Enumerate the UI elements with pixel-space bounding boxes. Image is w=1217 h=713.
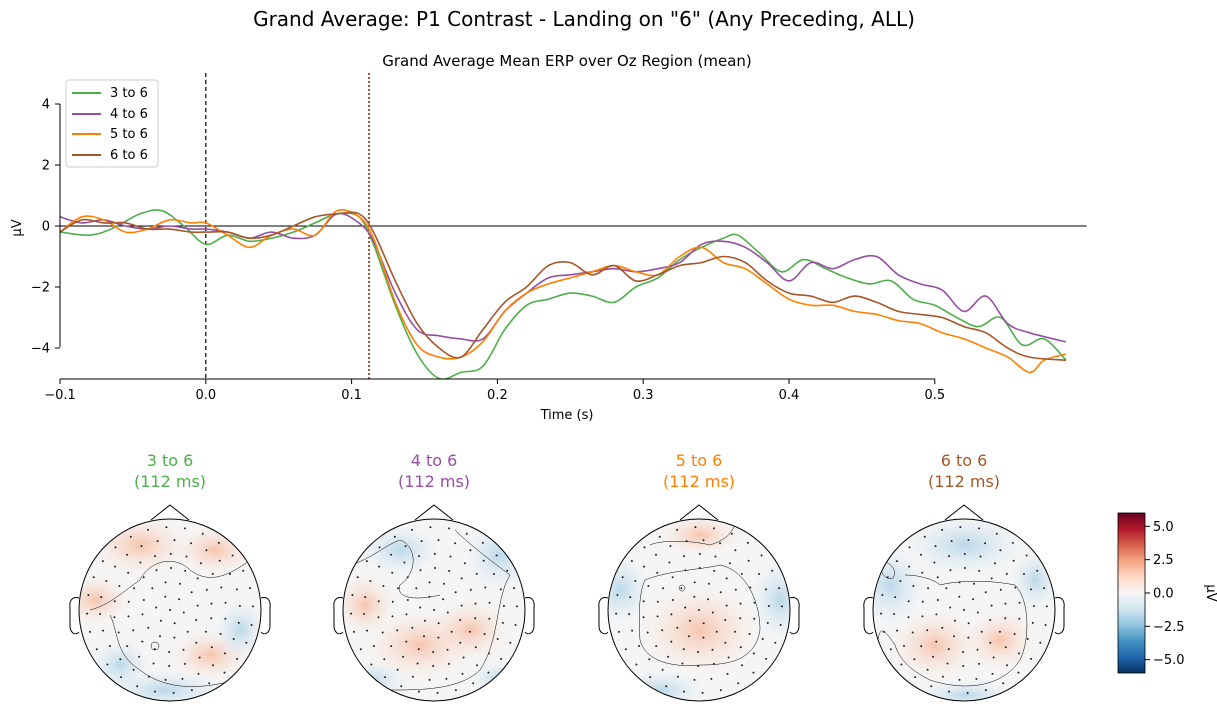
topomap-field [343, 519, 525, 701]
head-nose [150, 504, 190, 521]
x-tick-label: 0.2 [487, 388, 508, 403]
colorbar: 5.0 2.5 0.0 −2.5 −5.0 µV [1117, 512, 1217, 674]
y-tick-label: 4 [42, 98, 50, 113]
head-ear [598, 597, 609, 635]
legend-item: 4 to 6 [72, 107, 148, 122]
x-tick-labels: −0.1 0.0 0.1 0.2 0.3 0.4 0.5 [44, 379, 945, 403]
head-nose [679, 504, 719, 521]
head-outline [607, 518, 791, 702]
legend-label: 4 to 6 [110, 107, 148, 122]
x-tick-label: 0.0 [195, 388, 216, 403]
figure-title: Grand Average: P1 Contrast - Landing on … [253, 7, 915, 31]
head-ear [260, 597, 271, 635]
colorbar-label: µV [1203, 584, 1217, 601]
topomap-title: 3 to 6 [147, 451, 194, 470]
x-axis-label: Time (s) [540, 408, 594, 423]
head-ear [1054, 597, 1065, 635]
colorbar-tick-label: −5.0 [1153, 653, 1185, 668]
head-outline [78, 518, 262, 702]
y-tick-label: 2 [42, 159, 50, 174]
legend-item: 6 to 6 [72, 148, 148, 163]
sensor-dots [350, 526, 518, 694]
y-axis-label: µV [10, 219, 25, 236]
y-tick-label: −4 [31, 342, 50, 357]
topomap-head [69, 504, 271, 702]
chart-reference-lines [60, 73, 1087, 379]
head-ear [69, 597, 80, 635]
x-tick-label: 0.3 [633, 388, 654, 403]
head-ear [333, 597, 344, 635]
y-tick-label: 0 [42, 220, 50, 235]
topomap-title: 6 to 6 [941, 451, 988, 470]
sensor-dots [880, 526, 1048, 694]
chart-title: Grand Average Mean ERP over Oz Region (m… [382, 52, 752, 70]
legend-item: 3 to 6 [72, 86, 148, 101]
topomap-title: 4 to 6 [411, 451, 458, 470]
series-group [60, 208, 1067, 379]
x-tick-label: 0.5 [924, 388, 945, 403]
head-outline [872, 518, 1056, 702]
x-tick-label: 0.4 [779, 388, 800, 403]
topomap-head [598, 504, 800, 702]
head-nose [944, 504, 984, 521]
head-ear [524, 597, 535, 635]
topomap-field [79, 519, 261, 701]
head-ear [863, 597, 874, 635]
colorbar-tick-label: 0.0 [1153, 587, 1174, 602]
y-tick-labels: 4 2 0 −2 −4 [31, 98, 60, 357]
topomap-field [608, 519, 790, 701]
topomap-time: (112 ms) [398, 472, 470, 491]
x-tick-label: −0.1 [44, 388, 76, 403]
colorbar-tick-label: −2.5 [1153, 620, 1185, 635]
legend: 3 to 6 4 to 6 5 to 6 6 to 6 [65, 79, 159, 168]
sensor-dots [615, 526, 783, 694]
topomap-titles: 3 to 6 (112 ms) 4 to 6 (112 ms) 5 to 6 (… [134, 451, 1000, 491]
erp-line-chart: Grand Average Mean ERP over Oz Region (m… [10, 52, 1087, 423]
colorbar-gradient [1117, 512, 1146, 674]
colorbar-tick-label: 5.0 [1153, 520, 1174, 535]
topomap-time: (112 ms) [134, 472, 206, 491]
colorbar-tick-label: 2.5 [1153, 553, 1174, 568]
series-line-6-to-6 [60, 211, 1067, 361]
legend-box [65, 79, 159, 168]
topomap-title: 5 to 6 [676, 451, 723, 470]
topomap-time: (112 ms) [663, 472, 735, 491]
topomap-field [873, 519, 1055, 701]
sensor-dots [86, 526, 254, 694]
topomap-time: (112 ms) [928, 472, 1000, 491]
head-nose [414, 504, 454, 521]
x-tick-label: 0.1 [341, 388, 362, 403]
y-tick-label: −2 [31, 281, 50, 296]
colorbar-ticks: 5.0 2.5 0.0 −2.5 −5.0 [1145, 520, 1185, 668]
head-outline [342, 518, 526, 702]
legend-label: 6 to 6 [110, 148, 148, 163]
topomap-head [863, 504, 1065, 702]
legend-label: 3 to 6 [110, 86, 148, 101]
legend-label: 5 to 6 [110, 127, 148, 142]
topomap-head [333, 504, 535, 702]
series-line-3-to-6 [60, 209, 1067, 379]
head-ear [789, 597, 800, 635]
series-line-5-to-6 [60, 208, 1067, 374]
legend-item: 5 to 6 [72, 127, 148, 142]
